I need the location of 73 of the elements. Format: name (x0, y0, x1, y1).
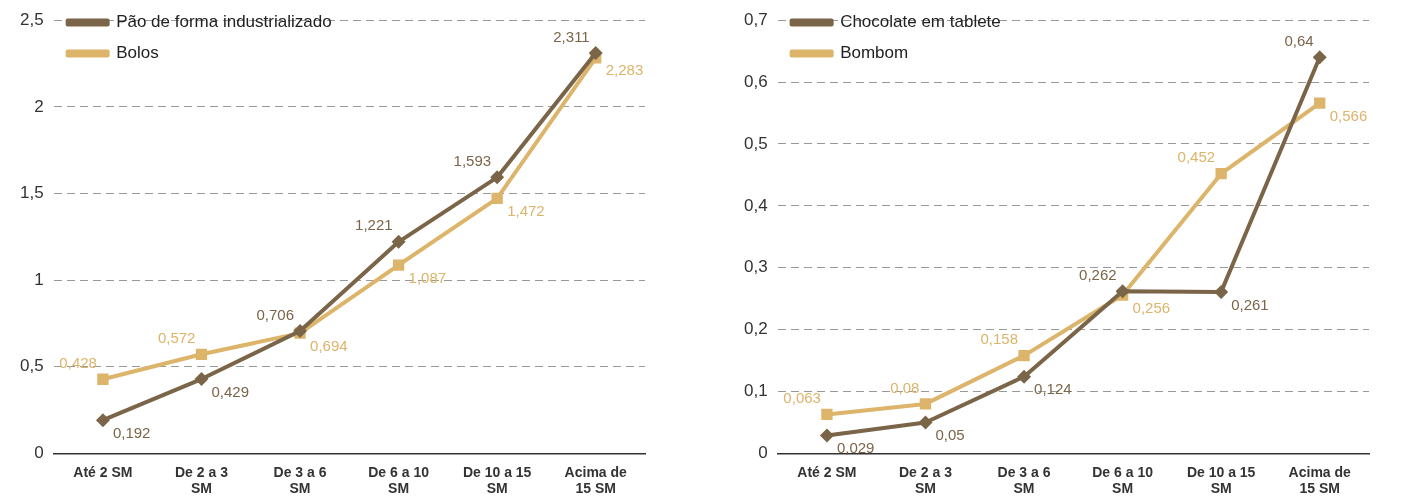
y-tick-label: 0,2 (743, 319, 768, 339)
legend-label: Chocolate em tablete (840, 12, 1001, 32)
x-tick-label: De 2 a 3 SM (899, 463, 953, 497)
point (588, 45, 603, 60)
legend-label: Bombom (840, 43, 909, 63)
point (97, 373, 109, 385)
data-label: 0,029 (836, 439, 875, 457)
data-label: 0,08 (890, 378, 920, 396)
data-label: 0,429 (211, 382, 250, 400)
data-label: 0,452 (1177, 148, 1216, 166)
x-tick-label: De 2 a 3 SM (175, 463, 229, 497)
data-label: 2,311 (553, 27, 590, 45)
x-tick-label: Até 2 SM (797, 463, 857, 480)
point (194, 372, 209, 387)
point (95, 413, 110, 428)
point (1215, 168, 1227, 180)
data-label: 0,706 (256, 305, 295, 323)
y-tick-label: 0,6 (743, 71, 768, 91)
x-tick-label: Acima de 15 SM (564, 463, 628, 497)
y-tick-label: 0,7 (743, 9, 768, 29)
data-label: 0,063 (783, 389, 821, 407)
y-tick-label: 0,5 (743, 133, 768, 153)
y-tick-label: 0,1 (743, 381, 768, 401)
x-tick-label: Até 2 SM (73, 463, 133, 480)
data-label: 0,261 (1231, 295, 1269, 313)
point (1115, 284, 1130, 299)
point (918, 415, 933, 430)
data-label: 0,256 (1132, 298, 1171, 316)
x-tick-label: De 6 a 10 SM (368, 463, 430, 497)
point (1018, 349, 1030, 362)
y-tick-label: 1,5 (19, 183, 44, 203)
data-label: 0,05 (935, 426, 965, 444)
data-label: 1,087 (408, 268, 447, 286)
legend-label: Bolos (116, 43, 159, 63)
point (391, 234, 406, 249)
y-tick-label: 0,5 (19, 356, 44, 376)
point (821, 408, 833, 421)
data-label: 0,64 (1284, 31, 1314, 49)
data-label: 2,283 (605, 61, 644, 79)
y-tick-label: 0 (34, 443, 44, 463)
y-tick-label: 2 (34, 96, 44, 116)
point (491, 192, 503, 204)
data-label: 1,472 (507, 201, 545, 219)
x-tick-label: De 3 a 6 SM (997, 463, 1051, 497)
data-label: 0,428 (59, 353, 97, 371)
data-label: 1,593 (453, 152, 492, 170)
legend-label: Pão de forma industrializado (116, 12, 332, 32)
point (1017, 369, 1032, 384)
x-tick-label: Acima de 15 SM (1288, 463, 1352, 497)
y-tick-label: 1 (34, 269, 44, 289)
point (1214, 284, 1229, 299)
data-label: 0,158 (980, 330, 1019, 348)
data-label: 0,192 (112, 423, 151, 441)
y-tick-label: 2,5 (19, 9, 44, 29)
y-tick-label: 0,3 (743, 257, 768, 277)
point (919, 398, 932, 410)
point (195, 348, 208, 360)
y-tick-label: 0,4 (743, 195, 768, 215)
x-tick-label: De 10 a 15 SM (462, 463, 532, 497)
point (490, 170, 505, 185)
x-tick-label: De 6 a 10 SM (1092, 463, 1154, 497)
x-tick-label: De 3 a 6 SM (273, 463, 327, 497)
data-label: 0,694 (310, 336, 348, 354)
point (1312, 50, 1327, 65)
point (392, 259, 405, 271)
x-tick-label: De 10 a 15 SM (1186, 463, 1256, 497)
point (819, 428, 834, 443)
data-label: 0,262 (1079, 265, 1117, 283)
data-label: 0,566 (1329, 106, 1368, 124)
data-label: 1,221 (355, 216, 393, 234)
point (1314, 97, 1326, 109)
data-label: 0,572 (157, 328, 196, 346)
y-tick-label: 0 (758, 443, 768, 463)
